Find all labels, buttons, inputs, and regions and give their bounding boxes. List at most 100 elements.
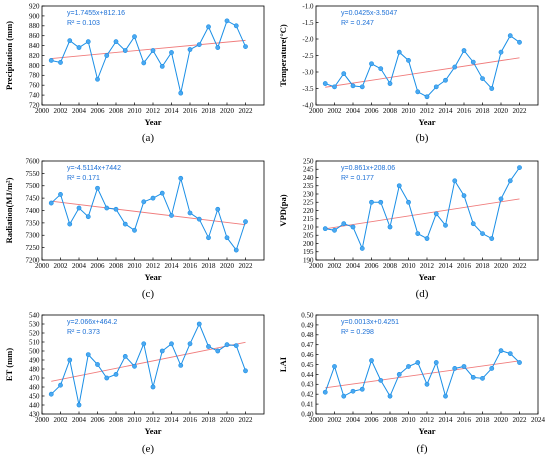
data-point [424,94,430,100]
data-point [507,33,513,39]
data-point [169,50,174,55]
y-axis-label: Precipitation (mm) [4,21,14,90]
x-tick-label: 2016 [183,107,198,115]
data-point [233,23,239,29]
data-point [196,321,202,327]
x-tick-label: 2014 [439,416,454,424]
data-point [206,235,211,241]
x-tick-label: 2014 [165,416,180,424]
data-point [169,213,174,218]
data-point [387,393,393,399]
x-tick-label: 2010 [402,416,417,424]
y-tick-label: 0.43 [301,381,314,389]
x-axis-label: Year [145,117,162,127]
data-point [159,63,165,69]
y-tick-label: 510 [29,338,40,346]
data-point [48,58,54,63]
data-point [359,246,365,251]
data-point [424,381,430,387]
data-point [443,393,448,399]
y-tick-label: 200 [303,240,314,248]
y-tick-label: 7450 [26,195,41,203]
y-tick-label: 7500 [26,182,41,190]
x-tick-label: 2018 [476,262,491,270]
data-point [122,353,128,359]
x-tick-label: 2002 [54,416,69,424]
y-tick-label: 225 [303,199,314,207]
x-tick-label: 2016 [183,416,198,424]
y-tick-label: 7300 [26,232,41,240]
data-point [122,221,128,227]
data-point [489,366,495,371]
data-point [141,341,147,347]
r-squared: R² = 0.247 [341,20,374,27]
x-tick-label: 2020 [220,416,235,424]
x-tick-label: 2006 [91,262,106,270]
x-tick-label: 2000 [309,416,324,424]
data-point [48,200,54,206]
x-tick-label: 2024 [531,416,546,424]
chart-panel-1: 2000 2002 2004 2006 2008 2010 2012 2014 2016 2018… [4,2,265,144]
data-point [233,343,239,348]
y-tick-label: 0.50 [301,311,314,319]
x-tick-label: 2004 [72,416,87,424]
chart-panel-3: 2000 2002 2004 2006 2008 2010 2012 2014 2016 2018… [4,157,265,300]
trend-line [325,57,520,88]
data-point [378,377,384,383]
x-tick-label: 2012 [420,262,435,270]
data-point [243,219,248,225]
y-tick-label: 0.41 [301,401,314,409]
data-point [215,348,221,354]
x-tick-label: 2014 [439,262,454,270]
trend-equation: y=0.861x+208.06 [341,165,395,172]
data-point [67,357,73,363]
x-tick-label: 2010 [128,416,143,424]
data-point [215,45,221,50]
y-tick-label: 245 [303,166,314,174]
y-tick-label: 250 [303,157,314,165]
x-axis-label: Year [145,426,162,436]
y-tick-label: 0.47 [301,341,314,349]
x-tick-label: 2010 [402,107,417,115]
data-point [517,39,522,45]
x-tick-label: 2012 [146,416,161,424]
data-point [350,83,356,89]
data-point [215,206,221,212]
series-line [50,322,246,406]
data-point [332,364,337,369]
x-tick-label: 2000 [35,107,50,115]
x-tick-label: 2018 [202,416,217,424]
r-squared: R² = 0.103 [67,20,100,27]
data-point [443,222,448,228]
data-point [415,89,421,95]
x-tick-label: 2004 [346,107,361,115]
trend-line [51,341,246,382]
y-tick-label: 0.44 [301,371,314,379]
y-tick-label: 540 [29,311,40,319]
trend-equation: y=0.0425x-3.5047 [341,10,397,17]
data-point [341,393,347,399]
y-tick-label: 760 [29,82,40,90]
y-tick-label: 500 [29,347,40,355]
data-point [359,386,365,392]
trend-line [51,39,246,59]
y-tick-label: 0.45 [301,361,314,369]
x-tick-label: 2014 [165,107,180,115]
data-point [461,48,467,53]
data-point [470,59,476,65]
data-point [132,363,137,369]
data-point [424,236,430,241]
y-tick-label: 0.49 [301,321,314,329]
x-tick-label: 2022 [513,262,528,270]
y-tick-label: 430 [29,410,40,418]
panel-caption: (d) [416,288,429,300]
y-tick-label: 240 [303,174,314,182]
trend-equation: y=0.0013x+0.4251 [341,319,399,326]
data-point [95,76,100,82]
data-point [233,247,239,253]
y-tick-label: 210 [303,223,314,231]
data-point [196,42,202,48]
x-tick-label: 2022 [513,107,528,115]
x-tick-label: 2022 [239,416,254,424]
data-point [113,371,119,377]
